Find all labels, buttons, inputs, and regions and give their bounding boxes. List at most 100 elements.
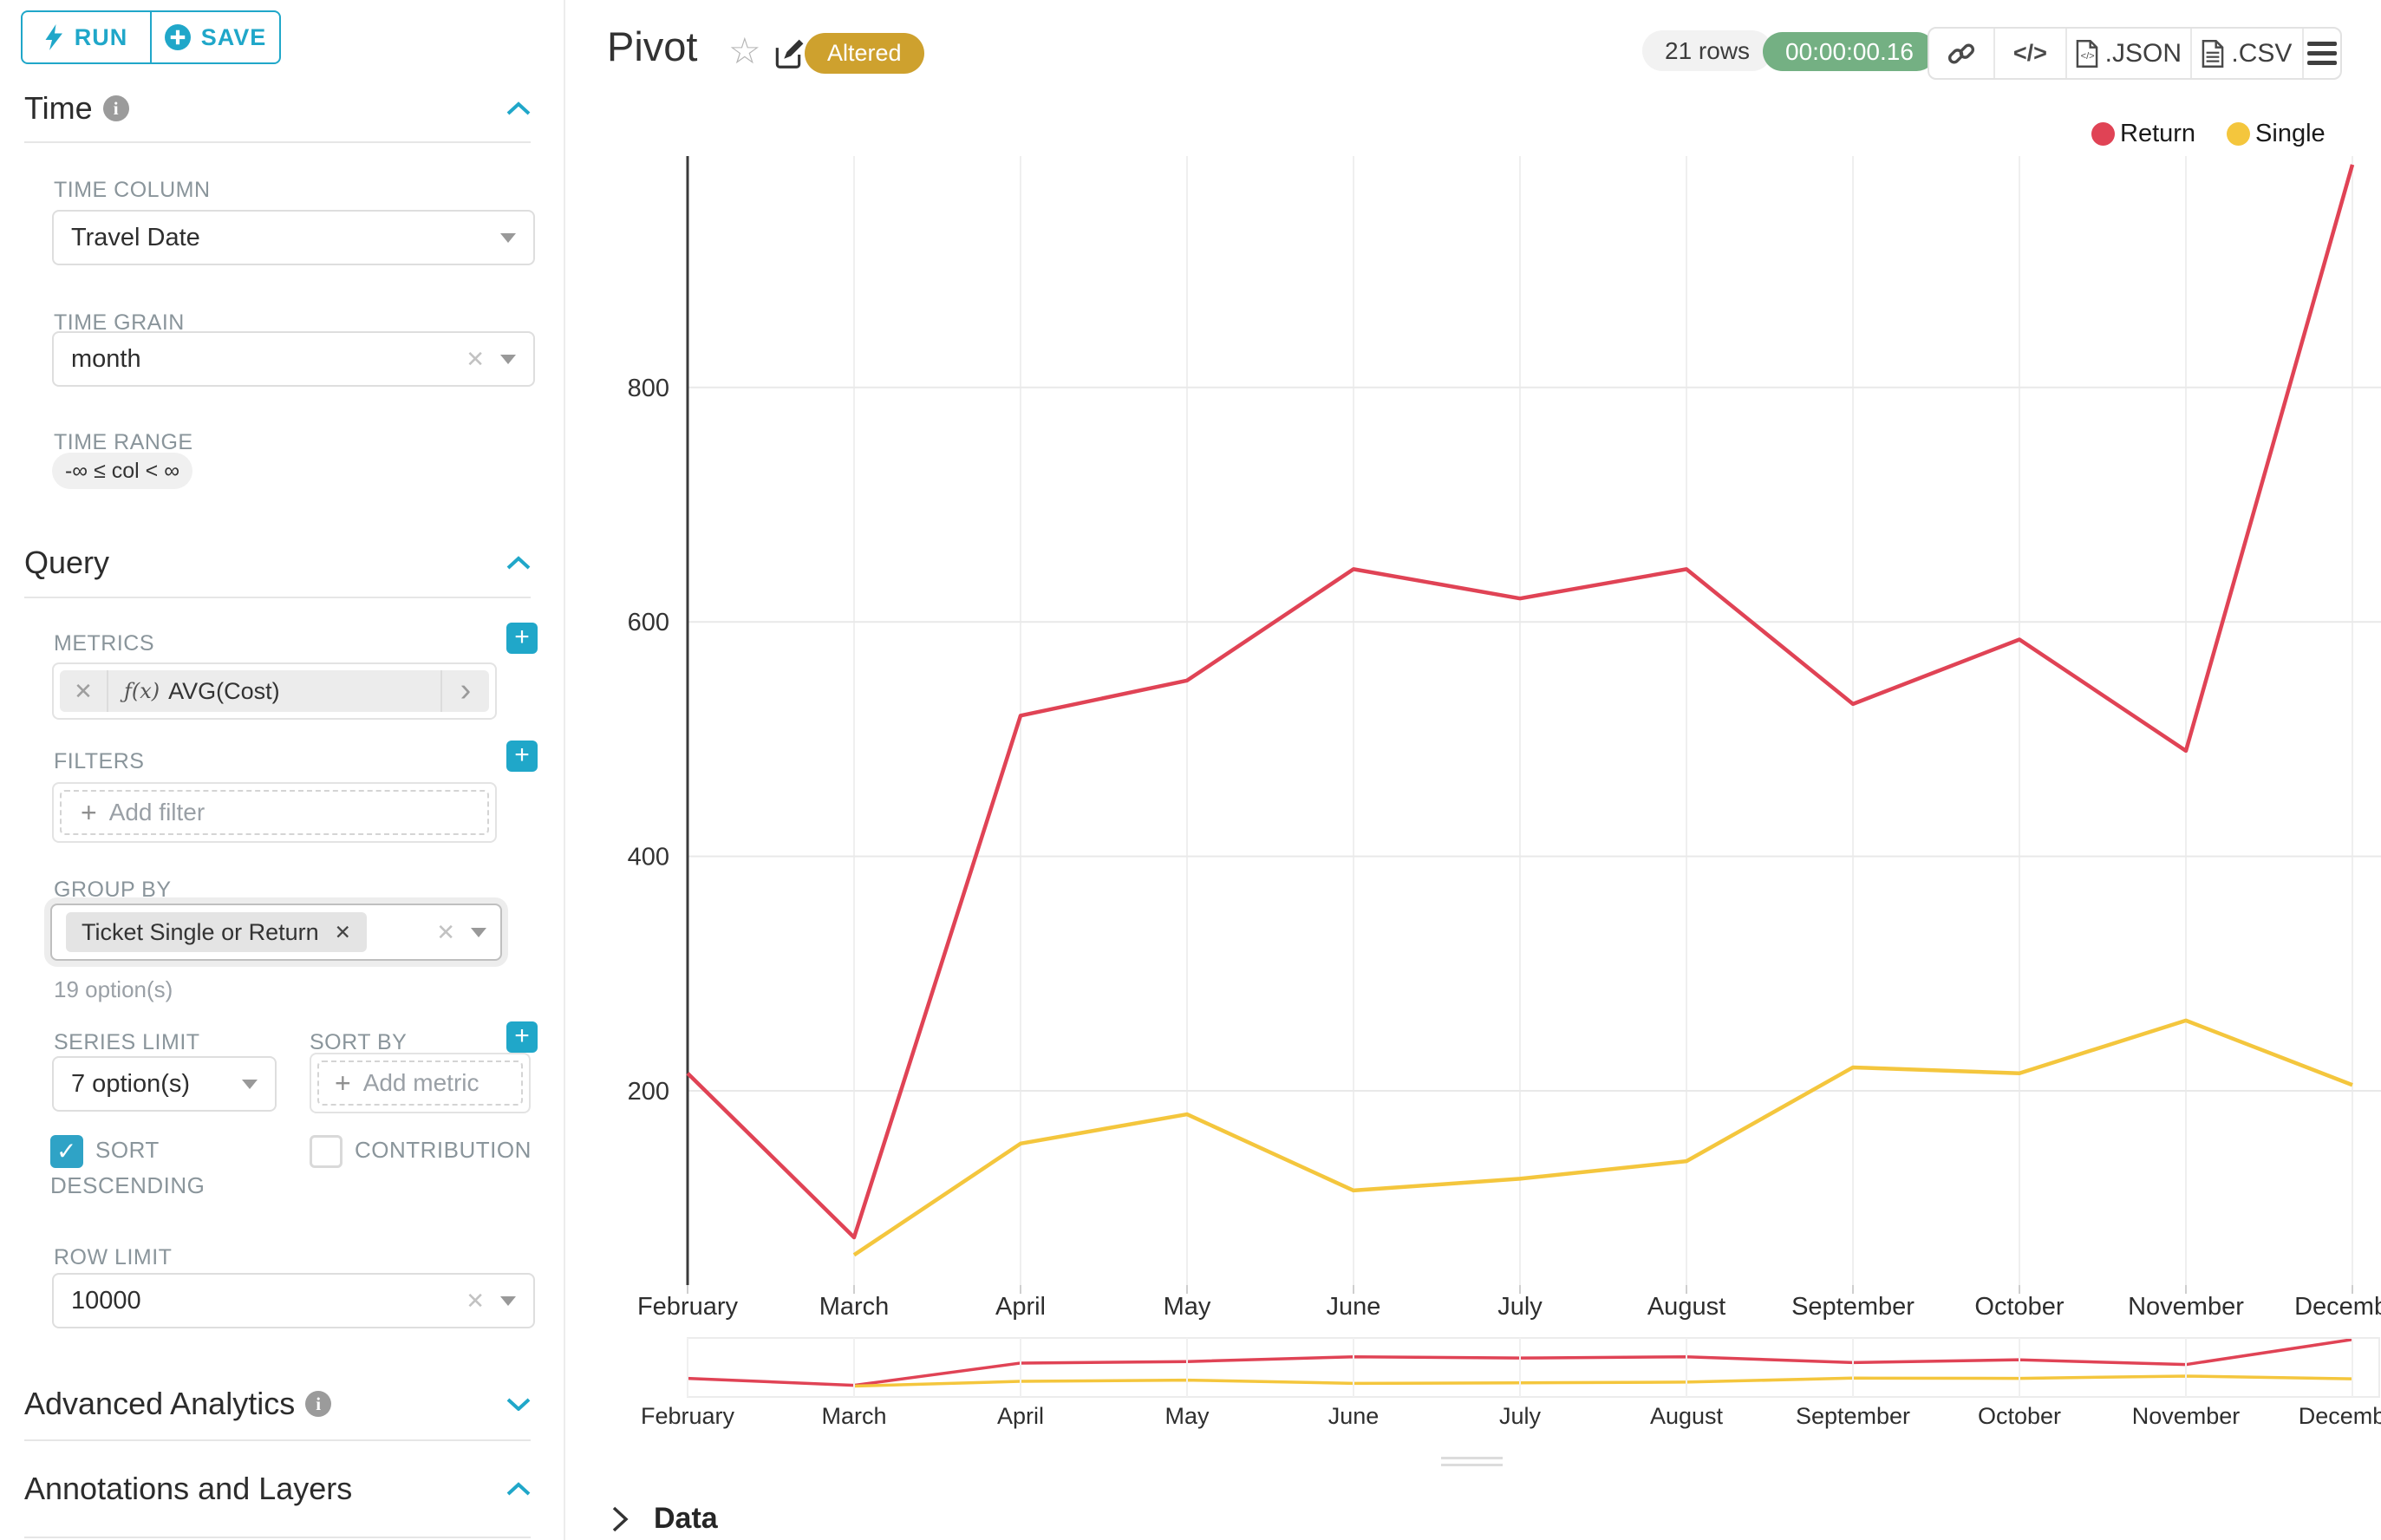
range-selector-handle[interactable] (1441, 1457, 1503, 1466)
svg-text:August: August (1647, 1293, 1725, 1321)
export-json-label: .JSON (2104, 38, 2182, 68)
more-options-button[interactable] (2302, 29, 2340, 78)
group-by-value: Ticket Single or Return (82, 918, 319, 945)
svg-text:December: December (2299, 1403, 2381, 1429)
sort-by-placeholder: Add metric (362, 1069, 479, 1096)
group-by-select[interactable]: Ticket Single or Return ✕ ✕ (50, 904, 502, 961)
contribution-label: CONTRIBUTION (355, 1137, 532, 1163)
section-time[interactable]: Time i (24, 90, 531, 127)
range-selector[interactable]: February March April May June July August Septe… (641, 1337, 2381, 1429)
metric-name: AVG(Cost) (168, 677, 280, 704)
code-icon: </> (2012, 40, 2047, 66)
data-panel-toggle[interactable]: Data (610, 1502, 718, 1536)
time-range-pill[interactable]: -∞ ≤ col < ∞ (52, 453, 192, 489)
altered-badge: Altered (805, 33, 924, 74)
series-limit-label: SERIES LIMIT (54, 1030, 200, 1054)
section-advanced-analytics[interactable]: Advanced Analytics i (24, 1386, 531, 1422)
svg-text:February: February (641, 1403, 735, 1429)
caret-down-icon (471, 927, 486, 937)
svg-text:April: April (997, 1403, 1044, 1429)
remove-tag-icon[interactable]: ✕ (334, 920, 351, 943)
function-icon: ƒ(x) (124, 679, 160, 703)
group-by-tag[interactable]: Ticket Single or Return ✕ (66, 912, 367, 952)
add-filter-placeholder: Add filter (108, 799, 205, 825)
series-limit-select[interactable]: 7 option(s) (52, 1056, 277, 1112)
plus-icon: + (335, 1067, 351, 1099)
legend-item-single[interactable]: Single (2227, 120, 2326, 148)
filters-label: FILTERS (54, 749, 145, 773)
chart-actions-toolbar: </> </> .JSON .CSV (1928, 27, 2342, 80)
time-range-label: TIME RANGE (54, 430, 193, 454)
contribution-option[interactable]: CONTRIBUTION (310, 1132, 535, 1169)
time-grain-value: month (71, 344, 141, 373)
metrics-label: METRICS (54, 631, 154, 656)
svg-text:October: October (1974, 1293, 2064, 1321)
row-count-badge: 21 rows (1642, 30, 1773, 71)
info-icon: i (305, 1391, 332, 1417)
group-by-label: GROUP BY (54, 878, 172, 902)
run-save-group: RUN SAVE (21, 10, 281, 64)
section-query[interactable]: Query (24, 545, 531, 581)
chevron-down-icon[interactable] (506, 1397, 531, 1411)
caret-down-icon (500, 354, 516, 364)
add-filter-dropzone[interactable]: + Add filter (60, 790, 489, 835)
svg-text:August: August (1650, 1403, 1724, 1429)
chevron-up-icon[interactable] (506, 556, 531, 570)
divider (24, 1537, 531, 1538)
svg-text:October: October (1978, 1403, 2061, 1429)
svg-text:December: December (2294, 1293, 2381, 1321)
legend-dot-return (2091, 122, 2115, 146)
time-column-label: TIME COLUMN (54, 178, 211, 202)
caret-down-icon (242, 1079, 258, 1089)
clear-icon[interactable]: ✕ (436, 918, 455, 945)
add-sort-metric-button[interactable]: + (506, 1021, 538, 1053)
sort-descending-option[interactable]: ✓ SORT DESCENDING (50, 1132, 250, 1203)
section-annotations[interactable]: Annotations and Layers (24, 1471, 531, 1507)
share-link-button[interactable] (1929, 29, 1993, 78)
view-query-button[interactable]: </> (1993, 29, 2065, 78)
export-csv-button[interactable]: .CSV (2189, 29, 2302, 78)
save-button[interactable]: SAVE (150, 12, 279, 62)
svg-text:May: May (1164, 1293, 1211, 1321)
svg-text:600: 600 (628, 609, 669, 636)
add-filter-button[interactable]: + (506, 741, 538, 772)
add-metric-button[interactable]: + (506, 623, 538, 654)
time-column-value: Travel Date (71, 223, 200, 251)
legend-label-return: Return (2120, 120, 2196, 147)
clear-icon[interactable]: ✕ (466, 345, 485, 372)
chevron-right-icon (612, 1506, 629, 1531)
clear-icon[interactable]: ✕ (466, 1287, 485, 1314)
metric-pill[interactable]: ✕ ƒ(x) AVG(Cost) › (60, 670, 489, 712)
legend-item-return[interactable]: Return (2091, 120, 2195, 148)
svg-text:May: May (1164, 1403, 1210, 1429)
chevron-up-icon[interactable] (506, 1482, 531, 1496)
svg-text:March: March (821, 1403, 886, 1429)
remove-metric-icon[interactable]: ✕ (60, 670, 108, 712)
series-limit-value: 7 option(s) (71, 1069, 191, 1098)
run-button[interactable]: RUN (23, 12, 150, 62)
checkbox-unchecked-icon[interactable] (310, 1135, 342, 1169)
data-panel-label: Data (654, 1502, 718, 1535)
svg-text:July: July (1497, 1293, 1543, 1321)
export-json-button[interactable]: </> .JSON (2065, 29, 2190, 78)
svg-text:</>: </> (2080, 51, 2094, 62)
chevron-up-icon[interactable] (506, 101, 531, 115)
group-by-options-hint: 19 option(s) (54, 976, 173, 1002)
expand-metric-icon[interactable]: › (440, 670, 489, 712)
csv-file-icon (2202, 39, 2224, 68)
add-sort-metric-dropzone[interactable]: + Add metric (317, 1060, 523, 1106)
row-limit-select[interactable]: 10000 ✕ (52, 1273, 535, 1328)
checkbox-checked-icon[interactable]: ✓ (50, 1135, 83, 1169)
json-file-icon: </> (2076, 39, 2097, 68)
favorite-star-icon[interactable]: ☆ (728, 30, 761, 71)
sort-by-label: SORT BY (310, 1030, 408, 1054)
svg-text:800: 800 (628, 375, 669, 402)
svg-text:200: 200 (628, 1078, 669, 1106)
time-grain-select[interactable]: month ✕ (52, 331, 535, 387)
svg-text:September: September (1791, 1293, 1915, 1321)
time-column-select[interactable]: Travel Date (52, 210, 535, 265)
divider (24, 597, 531, 598)
edit-icon[interactable] (772, 38, 805, 71)
caret-down-icon (500, 1295, 516, 1306)
